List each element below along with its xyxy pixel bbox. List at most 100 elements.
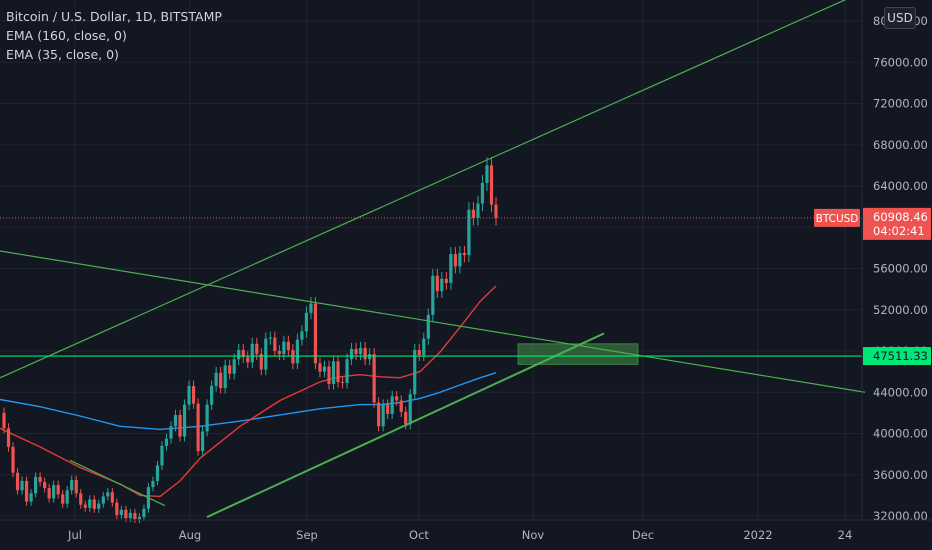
candle-body [237,349,241,360]
candle-body [196,403,200,452]
candle-body [300,331,304,340]
candle-body [327,366,331,384]
time-tick-label: 24 [838,528,853,542]
candle-body [92,499,96,509]
time-tick-label: Nov [522,528,545,542]
candle-body [79,493,83,505]
price-tick-label: 52000.00 [873,303,928,317]
support-zone[interactable] [517,343,639,365]
candle-body [340,381,345,383]
time-tick-label: Jul [67,528,82,542]
candle-body [110,492,114,503]
candle-body [462,253,467,256]
candle-body [43,481,47,489]
candle-body [115,502,119,515]
candle-body [349,348,354,360]
candle-body [372,354,376,403]
candle-body [395,396,399,401]
price-tick-label: 32000.00 [873,509,928,523]
candle-body [119,509,123,515]
candle-body [440,278,444,292]
candle-body [201,431,205,452]
candle-body [106,492,110,497]
candle-body [259,354,263,370]
candle-body [15,472,20,491]
time-tick-label: Sep [296,528,318,542]
candle-body [173,414,178,427]
price-overlay: BTCUSD [0,208,862,365]
ema-lines [0,285,497,498]
candle-body [250,343,254,363]
candle-body [336,361,340,382]
candle-body [413,349,417,395]
candle-body [47,488,51,499]
candle-body [228,365,232,374]
candle-body [52,485,56,499]
candle-body [331,361,336,384]
candle-body [377,402,381,427]
candle-body [363,347,367,360]
candle-body [29,493,33,502]
candle-body [309,303,313,313]
candle-body [255,343,259,355]
candle-body [291,349,295,364]
candle-body [182,404,187,437]
candle-body [282,341,286,355]
candle-body [358,347,363,355]
candle-body [444,278,448,283]
candle-body [61,494,65,504]
candle-body [422,338,426,356]
grid [0,0,862,520]
candle-body [485,165,489,183]
candle-body [264,338,268,370]
candle-body [2,412,6,429]
price-tick-label: 56000.00 [873,262,928,276]
trend-lines[interactable] [0,0,866,518]
candle-body [399,400,403,412]
candle-body [390,396,394,414]
candles [2,157,498,524]
candle-body [453,254,457,267]
symbol-tag-label: BTCUSD [816,213,859,225]
currency-button[interactable]: USD [884,7,916,29]
price-tick-label: 40000.00 [873,427,928,441]
candle-body [223,365,227,389]
candle-body [449,254,453,283]
trend-line[interactable] [0,0,860,379]
price-tick-label: 44000.00 [873,385,928,399]
price-axis[interactable]: 32000.0036000.0040000.0044000.0048000.00… [861,0,931,523]
candle-body [70,479,74,491]
candle-body [408,394,412,425]
time-tick-label: Oct [409,528,429,542]
trend-line[interactable] [0,250,866,393]
time-axis[interactable]: Jul Aug Sep Oct Nov Dec 2022 24 [0,519,932,542]
candle-body [286,341,290,350]
candle-body [232,359,236,374]
candle-body [417,349,421,356]
candle-body [128,512,132,519]
candle-body [83,504,87,508]
candle-body [187,386,191,405]
candle-body [313,303,318,364]
price-tick-label: 64000.00 [873,179,928,193]
candle-body [480,182,485,204]
candle-body [133,512,137,520]
candle-body [431,275,435,315]
ema-160-line [0,372,497,431]
candle-body [435,275,439,292]
candle-body [6,428,11,447]
last-price-tag [863,207,931,240]
countdown-label: 04:02:41 [873,224,925,238]
candle-body [124,509,128,519]
candle-body [38,476,42,482]
candle-body [295,339,299,364]
price-tick-label: 68000.00 [873,138,928,152]
trend-line[interactable] [69,459,166,507]
candle-body [277,351,281,355]
ema-35-line [0,285,497,498]
candle-body [142,508,146,518]
symbol-tag [814,208,860,227]
candle-body [164,438,169,446]
candle-body [11,446,15,473]
